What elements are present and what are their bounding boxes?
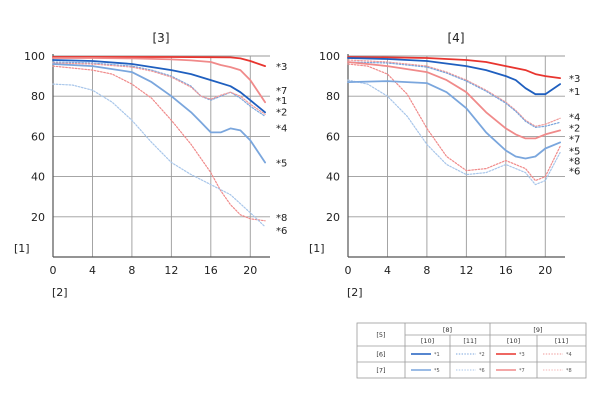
series-line-mtf6 bbox=[347, 79, 561, 186]
curve-label: *6 bbox=[569, 167, 580, 178]
curve-label: *7 bbox=[569, 134, 580, 145]
y-tick-label: 100 bbox=[24, 50, 45, 63]
legend-swatch-label: *2 bbox=[479, 352, 485, 358]
y-tick-label: 80 bbox=[31, 90, 45, 103]
chart-left: [3] 20 40 60 80 100 0 4 8 12 16 20 [1] [2] *3 *7*1*2 *4 *… bbox=[14, 31, 287, 299]
y-tick-label: 60 bbox=[31, 130, 45, 143]
x-axis-tag: [2] bbox=[52, 286, 68, 299]
series-line-mtf4 bbox=[52, 62, 266, 115]
y-tick-label: 80 bbox=[326, 90, 340, 103]
curve-label: *3 bbox=[276, 62, 287, 73]
x-tick-label: 4 bbox=[89, 264, 96, 277]
legend-swatch-label: *1 bbox=[434, 352, 440, 358]
curve-label: *6 bbox=[276, 226, 287, 237]
series-line-mtf2 bbox=[52, 61, 266, 117]
y-tick-label: 60 bbox=[326, 130, 340, 143]
legend-swatch-label: *6 bbox=[479, 368, 485, 374]
legend-corner: [5] bbox=[376, 331, 385, 339]
y-tick-label: 40 bbox=[326, 171, 340, 184]
legend-subheader: [10] bbox=[421, 337, 434, 345]
legend-row-label: [7] bbox=[376, 367, 385, 375]
curve-label: *2 bbox=[276, 107, 287, 118]
x-axis-tag: [2] bbox=[347, 286, 363, 299]
legend-swatch-label: *4 bbox=[566, 352, 572, 358]
legend-swatch-label: *7 bbox=[519, 368, 525, 374]
curve-label: *2 bbox=[569, 123, 580, 134]
y-tick-label: 20 bbox=[31, 211, 45, 224]
legend-subheader: [11] bbox=[463, 337, 476, 345]
series-line-mtf1 bbox=[52, 59, 267, 114]
x-tick-label: 0 bbox=[345, 264, 352, 277]
x-tick-label: 12 bbox=[459, 264, 473, 277]
x-tick-label: 20 bbox=[538, 264, 552, 277]
y-axis-tag: [1] bbox=[14, 242, 30, 255]
legend-row-label: [6] bbox=[376, 351, 385, 359]
x-tick-label: 20 bbox=[243, 264, 257, 277]
x-tick-label: 0 bbox=[50, 264, 57, 277]
legend-swatch-label: *8 bbox=[566, 368, 572, 374]
legend-subheader: [10] bbox=[507, 337, 520, 345]
x-tick-label: 16 bbox=[499, 264, 513, 277]
series-line-mtf3 bbox=[347, 56, 561, 79]
curve-label: *7 bbox=[276, 86, 287, 97]
series-line-mtf5 bbox=[52, 63, 267, 164]
legend-swatch-label: *3 bbox=[519, 352, 525, 358]
y-tick-label: 40 bbox=[31, 171, 45, 184]
curve-label: *1 bbox=[569, 87, 580, 98]
legend-group-header: [9] bbox=[533, 326, 542, 334]
series-line-mtf4 bbox=[347, 59, 561, 127]
series-line-mtf8 bbox=[347, 63, 561, 182]
curve-label: *1 bbox=[276, 96, 287, 107]
curve-label: *4 bbox=[276, 123, 287, 134]
legend-swatch-label: *5 bbox=[434, 368, 440, 374]
series-line-mtf2 bbox=[347, 61, 561, 129]
series-line-mtf8 bbox=[52, 65, 266, 222]
x-tick-label: 4 bbox=[384, 264, 391, 277]
x-tick-label: 16 bbox=[204, 264, 218, 277]
x-tick-label: 8 bbox=[423, 264, 430, 277]
curve-label: *5 bbox=[569, 146, 580, 157]
curve-label: *5 bbox=[276, 159, 287, 170]
legend-frame bbox=[356, 322, 587, 379]
y-tick-label: 20 bbox=[326, 211, 340, 224]
legend-group-header: [8] bbox=[443, 326, 452, 334]
series-line-mtf7 bbox=[52, 57, 267, 104]
y-axis-tag: [1] bbox=[309, 242, 325, 255]
x-tick-label: 8 bbox=[128, 264, 135, 277]
chart-title: [4] bbox=[448, 31, 465, 45]
series-line-mtf1 bbox=[347, 57, 561, 96]
y-tick-label: 100 bbox=[319, 50, 340, 63]
x-tick-label: 12 bbox=[164, 264, 178, 277]
legend-subheader: [11] bbox=[555, 337, 568, 345]
curve-label: *8 bbox=[569, 157, 580, 168]
chart-title: [3] bbox=[153, 31, 170, 45]
curve-label: *4 bbox=[569, 112, 580, 123]
series-line-mtf7 bbox=[347, 61, 561, 140]
curve-label: *3 bbox=[569, 74, 580, 85]
curve-label: *8 bbox=[276, 213, 287, 224]
series-line-mtf3 bbox=[52, 56, 267, 67]
series-line-mtf6 bbox=[52, 83, 266, 228]
legend-table: [5] [8] [9] [10] [11] [10] [11] [6] *1 *2 *3 *4 [7] *… bbox=[356, 322, 587, 379]
series-line-mtf5 bbox=[347, 80, 561, 160]
